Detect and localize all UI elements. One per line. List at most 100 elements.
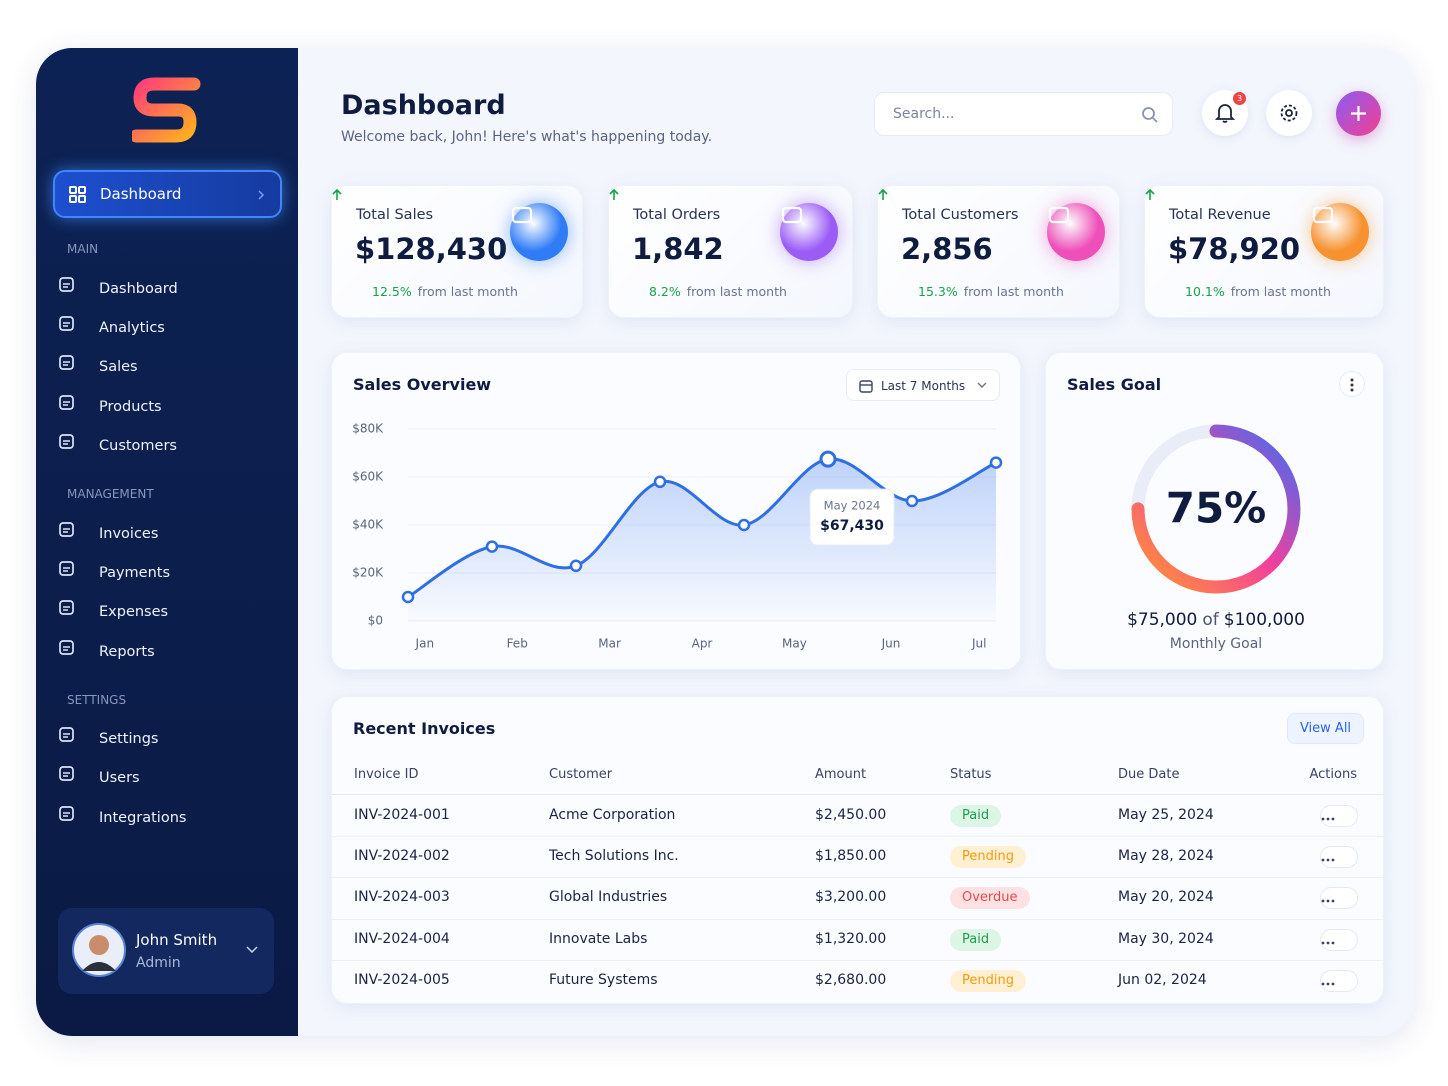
cell: $1,320.00 xyxy=(815,930,887,947)
add-button[interactable] xyxy=(1336,91,1381,136)
nav-item[interactable]: Reports xyxy=(58,639,278,667)
glyph-shape xyxy=(781,206,803,224)
notification-badge: 3 xyxy=(1233,92,1246,105)
icon-shape xyxy=(59,395,74,410)
notifications-button[interactable]: 3 xyxy=(1202,90,1248,136)
status-pill: Pending xyxy=(950,969,1026,992)
data-point xyxy=(989,456,1003,469)
range-label: Last 7 Months xyxy=(881,379,966,393)
plus-icon xyxy=(1351,106,1366,121)
cell: Global Industries xyxy=(549,889,668,906)
goal-amount: $75,000 of $100,000 xyxy=(1127,610,1305,630)
nav-icon xyxy=(59,355,74,370)
chevron xyxy=(977,382,987,388)
active-nav[interactable]: Dashboard xyxy=(53,170,282,218)
up-arrow xyxy=(878,188,888,200)
search-placeholder: Search... xyxy=(893,106,955,122)
nav-label: Users xyxy=(99,770,140,786)
dot xyxy=(1331,858,1335,862)
row-actions[interactable] xyxy=(1320,805,1358,827)
icon-shape xyxy=(63,283,70,288)
nav-item[interactable]: Users xyxy=(58,765,278,793)
user-card[interactable]: John Smith Admin xyxy=(58,908,274,994)
stat-value: 2,856 xyxy=(901,232,993,266)
search-box[interactable]: Search... xyxy=(874,92,1173,136)
card-title: Sales Goal xyxy=(1067,375,1162,394)
stat-change: 10.1% from last month xyxy=(1185,284,1331,299)
dot xyxy=(1326,899,1330,903)
x-tick-label: Jan xyxy=(415,637,435,651)
row-actions[interactable] xyxy=(1320,887,1358,910)
y-tick-label: $20K xyxy=(352,566,384,580)
data-point xyxy=(485,540,499,553)
nav-icon xyxy=(59,277,74,292)
nav-item[interactable]: Expenses xyxy=(58,599,278,627)
row-actions[interactable] xyxy=(1320,969,1358,992)
nav-item[interactable]: Dashboard xyxy=(58,276,278,304)
view-all-button[interactable]: View All xyxy=(1287,713,1364,744)
nav-item[interactable]: Integrations xyxy=(58,805,278,833)
stat-change: 8.2% from last month xyxy=(649,284,787,299)
cell: May 25, 2024 xyxy=(1118,807,1214,823)
nav-icon xyxy=(59,395,74,410)
icon-shape xyxy=(59,277,74,292)
glyph-shape xyxy=(511,206,533,224)
nav-icon xyxy=(59,522,74,537)
dots-icon xyxy=(1321,899,1335,903)
nav-item[interactable]: Products xyxy=(58,394,278,422)
cell: Acme Corporation xyxy=(549,807,676,823)
sidebar: Dashboard John Smith Admin MAIN Dashboard… xyxy=(36,48,298,1036)
data-point xyxy=(905,494,919,508)
cell: May 20, 2024 xyxy=(1118,889,1214,906)
settings-button[interactable] xyxy=(1266,90,1312,136)
status-pill: Paid xyxy=(950,805,1002,827)
range-select[interactable]: Last 7 Months xyxy=(846,369,1000,401)
stat-icon xyxy=(780,203,838,261)
stat-title: Total Revenue xyxy=(1169,207,1271,223)
cell: INV-2024-004 xyxy=(354,930,450,947)
row-actions[interactable] xyxy=(1320,846,1358,869)
icon-shape xyxy=(63,772,70,777)
nav-item[interactable]: Customers xyxy=(58,433,278,461)
dot xyxy=(1331,899,1335,903)
data-point xyxy=(737,518,751,532)
gauge-percent: 75% xyxy=(1166,484,1267,533)
cell: $3,200.00 xyxy=(815,889,887,906)
icon-shape xyxy=(63,361,70,366)
page-title: Dashboard xyxy=(341,90,506,121)
nav-item[interactable]: Payments xyxy=(58,560,278,588)
nav-item[interactable]: Sales xyxy=(58,354,278,382)
y-tick-label: $0 xyxy=(368,614,383,628)
invoices-card: Recent Invoices View All Invoice ID Custo… xyxy=(331,696,1385,1004)
cell: INV-2024-005 xyxy=(354,971,450,988)
up-arrow xyxy=(332,188,342,200)
cell: Future Systems xyxy=(549,971,658,988)
nav-label: Sales xyxy=(99,359,138,375)
nav-item[interactable]: Invoices xyxy=(58,521,278,549)
sales-line xyxy=(407,457,997,599)
data-point xyxy=(819,450,837,468)
nav-icon xyxy=(59,766,74,781)
icon-shape xyxy=(59,727,74,742)
dot xyxy=(1326,858,1330,862)
dots-icon xyxy=(1321,982,1335,986)
change-note: from last month xyxy=(1230,284,1331,299)
x-tick-label: Apr xyxy=(692,637,713,651)
dot xyxy=(1331,941,1335,944)
change-note: from last month xyxy=(417,284,518,299)
dot xyxy=(1326,941,1330,944)
user-name: John Smith xyxy=(136,931,218,949)
line-chart: $0 $20K $40K $60K $80K Jan Feb Mar Apr May Jun Jul M… xyxy=(352,422,1003,651)
stat-card: Total Sales $128,430 12.5% from last month xyxy=(331,185,583,318)
row-actions[interactable] xyxy=(1320,928,1358,951)
nav-icon xyxy=(59,316,74,331)
chevron xyxy=(258,190,265,200)
more-button[interactable] xyxy=(1339,371,1365,397)
nav-item[interactable]: Settings xyxy=(58,726,278,754)
nav-item[interactable]: Analytics xyxy=(58,315,278,343)
row-rule xyxy=(332,836,1385,838)
stat-icon xyxy=(1311,203,1369,261)
stat-icon xyxy=(1047,203,1105,261)
dot xyxy=(1321,817,1325,821)
kebab-icon xyxy=(1350,378,1354,392)
